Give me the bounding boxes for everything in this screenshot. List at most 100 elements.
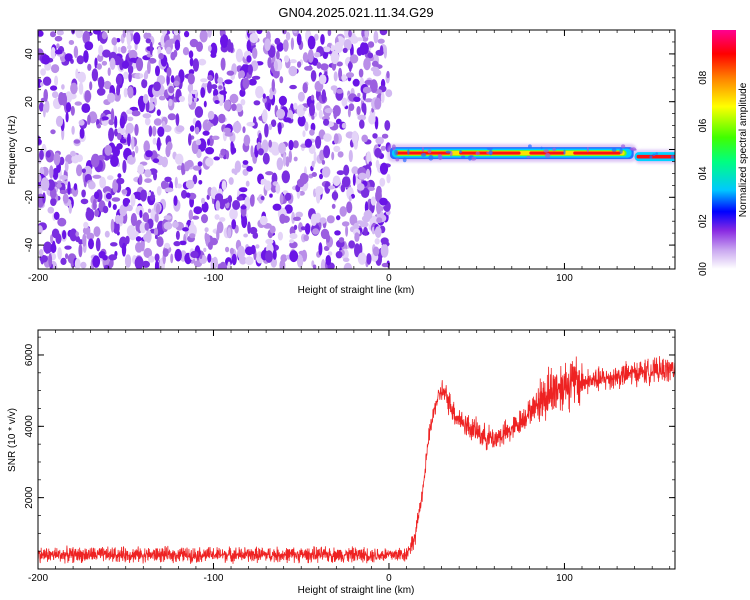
band-speck — [526, 155, 531, 159]
noise-blob — [207, 30, 212, 38]
noise-blob — [207, 45, 212, 52]
noise-blob — [341, 97, 348, 107]
noise-blob — [97, 90, 104, 96]
noise-blob — [50, 47, 56, 59]
noise-blob — [351, 166, 359, 175]
noise-blob — [247, 64, 253, 75]
noise-blob — [312, 228, 320, 235]
noise-blob — [188, 209, 193, 221]
noise-blob — [381, 262, 389, 268]
noise-blob — [154, 260, 159, 269]
noise-blob — [192, 215, 200, 220]
noise-blob — [197, 161, 203, 167]
band-speck — [445, 150, 452, 154]
noise-blob — [141, 260, 150, 268]
noise-blob — [358, 242, 363, 256]
band-speck — [486, 147, 493, 151]
noise-blob — [48, 253, 53, 268]
band-speck — [619, 148, 623, 154]
noise-blob — [57, 247, 62, 260]
noise-blob — [288, 139, 294, 151]
noise-blob — [119, 115, 126, 129]
noise-blob — [262, 109, 268, 123]
noise-blob — [121, 242, 127, 257]
noise-blob — [131, 110, 141, 117]
noise-blob — [47, 206, 55, 214]
noise-blob — [336, 215, 341, 221]
noise-blob — [380, 145, 386, 151]
noise-blob — [211, 135, 220, 140]
noise-blob — [174, 153, 184, 165]
noise-blob — [44, 100, 50, 113]
x-tick-label: 100 — [556, 573, 573, 584]
noise-blob — [338, 237, 345, 243]
noise-blob — [54, 35, 63, 42]
noise-blob — [195, 139, 202, 146]
noise-blob — [311, 160, 315, 168]
band-speck — [421, 153, 427, 157]
spectrogram-y-ticks: -40 -20 0 20 40 — [24, 29, 675, 270]
noise-blob — [98, 44, 104, 57]
y-tick-label: 0 — [24, 146, 35, 152]
y-tick-label: 4000 — [24, 415, 35, 438]
noise-blob — [333, 87, 337, 95]
noise-blob — [41, 54, 51, 65]
noise-blob — [363, 210, 373, 220]
noise-blob — [65, 111, 69, 123]
noise-blob — [320, 34, 325, 45]
noise-blob — [56, 183, 62, 188]
noise-blob — [74, 101, 83, 106]
noise-blob — [184, 30, 190, 38]
noise-blob — [76, 154, 83, 162]
noise-blob — [274, 60, 278, 72]
noise-blob — [210, 52, 217, 58]
noise-blob — [336, 61, 343, 67]
noise-blob — [147, 60, 151, 74]
noise-blob — [97, 154, 106, 161]
noise-blob — [135, 242, 143, 253]
noise-blob — [203, 247, 207, 252]
noise-blob — [60, 257, 67, 265]
band-speck — [528, 144, 532, 149]
noise-blob — [185, 192, 191, 198]
noise-blob — [129, 57, 138, 63]
noise-blob — [347, 62, 353, 70]
noise-blob — [302, 82, 308, 94]
band-speck — [391, 144, 396, 151]
noise-blob — [354, 243, 361, 258]
noise-blob — [353, 222, 360, 231]
noise-blob — [93, 30, 101, 35]
noise-blob — [297, 61, 302, 68]
noise-blob — [141, 78, 148, 89]
noise-blob — [342, 257, 350, 262]
noise-blob — [144, 222, 150, 231]
noise-blob — [277, 231, 283, 241]
noise-blob — [103, 80, 112, 90]
noise-blob — [363, 57, 371, 71]
noise-blob — [96, 63, 103, 70]
noise-blob — [333, 71, 338, 82]
noise-blob — [207, 80, 212, 94]
spectrogram-signal-band — [386, 144, 675, 164]
noise-blob — [65, 102, 72, 113]
noise-blob — [289, 59, 297, 64]
noise-blob — [379, 162, 389, 175]
noise-blob — [38, 174, 42, 183]
noise-blob — [299, 172, 308, 185]
noise-blob — [90, 153, 100, 168]
noise-blob — [147, 191, 151, 197]
band-speck — [395, 158, 400, 162]
noise-blob — [139, 209, 143, 219]
noise-blob — [314, 212, 322, 223]
noise-blob — [375, 136, 385, 145]
noise-blob — [190, 90, 198, 95]
noise-blob — [187, 84, 192, 92]
noise-blob — [243, 134, 251, 147]
noise-blob — [310, 70, 317, 82]
noise-blob — [309, 129, 315, 136]
noise-blob — [192, 165, 202, 171]
noise-blob — [56, 30, 64, 36]
noise-blob — [163, 215, 172, 221]
noise-blob — [52, 91, 59, 99]
y-tick-label: 20 — [24, 96, 35, 108]
